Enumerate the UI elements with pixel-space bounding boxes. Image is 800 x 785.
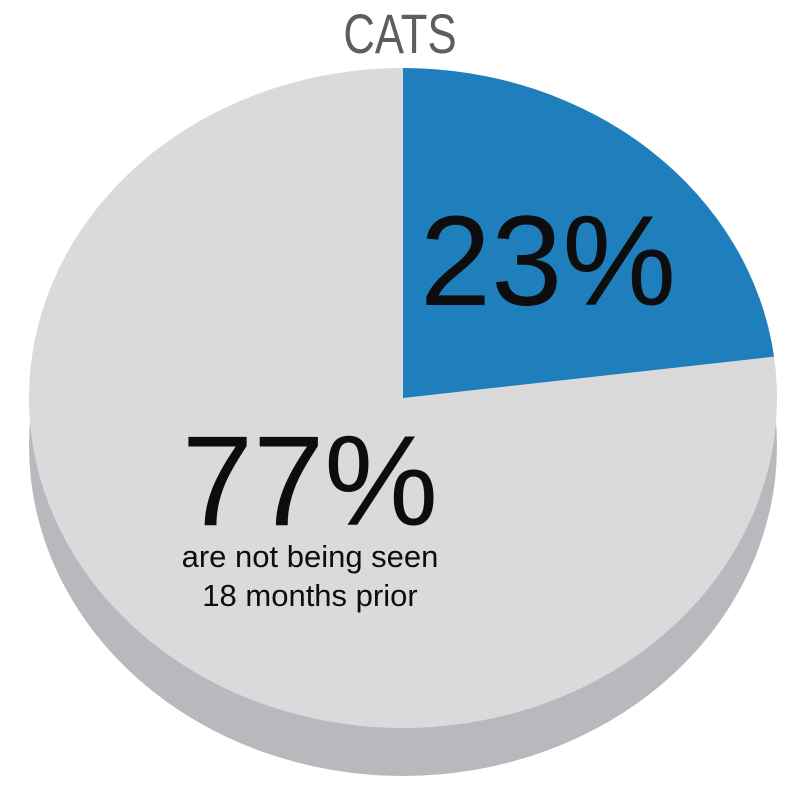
pie-slices [28,68,777,728]
slice-label-77: 77% [182,410,438,553]
slice-note-line-2: 18 months prior [202,578,417,613]
slice-note-line-1: are not being seen [182,539,439,574]
slice-not-seen [28,68,777,728]
chart-title: CATS [343,3,456,65]
slice-seen [403,68,775,398]
slice-label-23: 23% [420,190,676,333]
